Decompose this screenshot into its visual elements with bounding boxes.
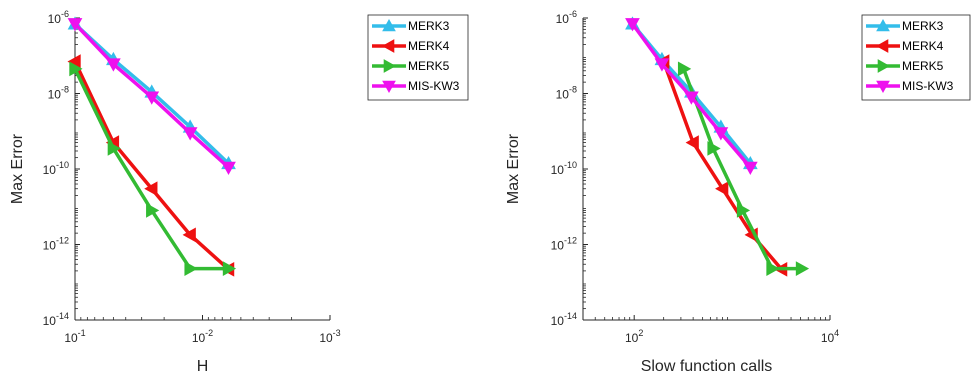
x-tick-label: 102: [625, 328, 643, 345]
data-point-mis-kw3: [625, 18, 640, 32]
y-tick-label: 10-14: [43, 311, 69, 328]
y-tick-label: 10-10: [551, 160, 577, 177]
legend-marker-merk3: [382, 18, 396, 32]
data-point-merk5: [107, 141, 121, 156]
legend-label-merk4: MERK4: [408, 39, 450, 53]
legend-label-merk3: MERK3: [408, 19, 450, 33]
data-point-mis-kw3: [182, 127, 198, 141]
data-point-mis-kw3: [221, 161, 236, 175]
legend-label-merk5: MERK5: [902, 59, 944, 73]
legend-label-merk4: MERK4: [902, 39, 944, 53]
data-point-mis-kw3: [684, 91, 699, 105]
data-point-merk5: [736, 203, 751, 218]
y-tick-label: 10-10: [43, 160, 69, 177]
data-point-mis-kw3: [654, 58, 670, 72]
legend-label-mis-kw3: MIS-KW3: [408, 79, 460, 93]
data-point-merk5: [707, 141, 721, 156]
x-tick-label: 10-3: [319, 328, 340, 345]
y-axis-label: Max Error: [9, 133, 26, 204]
legend-marker-mis-kw3: [382, 80, 396, 94]
data-point-merk5: [795, 261, 810, 276]
legend-marker-merk4: [875, 39, 889, 53]
legend-label-merk3: MERK3: [902, 19, 944, 33]
x-tick-label: 10-1: [64, 328, 85, 345]
data-point-mis-kw3: [742, 161, 758, 175]
legend-label-mis-kw3: MIS-KW3: [902, 79, 954, 93]
y-tick-label: 10-14: [551, 311, 577, 328]
data-point-merk4: [144, 181, 158, 197]
data-point-mis-kw3: [106, 58, 121, 72]
data-point-merk5: [146, 203, 160, 218]
data-point-mis-kw3: [713, 127, 729, 141]
data-point-merk5: [677, 61, 692, 77]
legend-marker-merk5: [383, 59, 397, 73]
data-point-merk5: [184, 261, 198, 276]
data-point-merk4: [685, 135, 699, 150]
x-axis-label: Slow function calls: [641, 358, 773, 375]
legend-marker-merk3: [876, 18, 890, 32]
y-tick-label: 10-6: [556, 9, 577, 26]
data-point-mis-kw3: [67, 18, 83, 32]
y-tick-label: 10-12: [43, 236, 69, 253]
series-line-merk5: [682, 68, 802, 271]
x-axis-label: H: [197, 358, 209, 375]
data-point-merk4: [715, 181, 729, 197]
y-tick-label: 10-8: [48, 85, 69, 102]
x-tick-label: 10-2: [192, 328, 213, 345]
y-axis-label: Max Error: [505, 133, 522, 204]
data-point-mis-kw3: [144, 91, 160, 105]
legend-marker-merk5: [877, 59, 891, 73]
y-tick-label: 10-12: [551, 236, 577, 253]
legend-marker-mis-kw3: [876, 80, 890, 94]
data-point-merk5: [222, 261, 237, 276]
y-tick-label: 10-6: [48, 9, 69, 26]
data-point-merk4: [182, 227, 196, 243]
legend-marker-merk4: [381, 39, 395, 53]
x-tick-label: 104: [821, 328, 839, 345]
legend-label-merk5: MERK5: [408, 59, 450, 73]
y-tick-label: 10-8: [556, 85, 577, 102]
chart-error-vs-slow-calls: 10-6 10-8 10-10 10-12 10-14 102 104 Max Error Sl…: [505, 9, 971, 375]
data-point-merk5: [69, 61, 83, 77]
data-point-merk5: [766, 261, 780, 276]
